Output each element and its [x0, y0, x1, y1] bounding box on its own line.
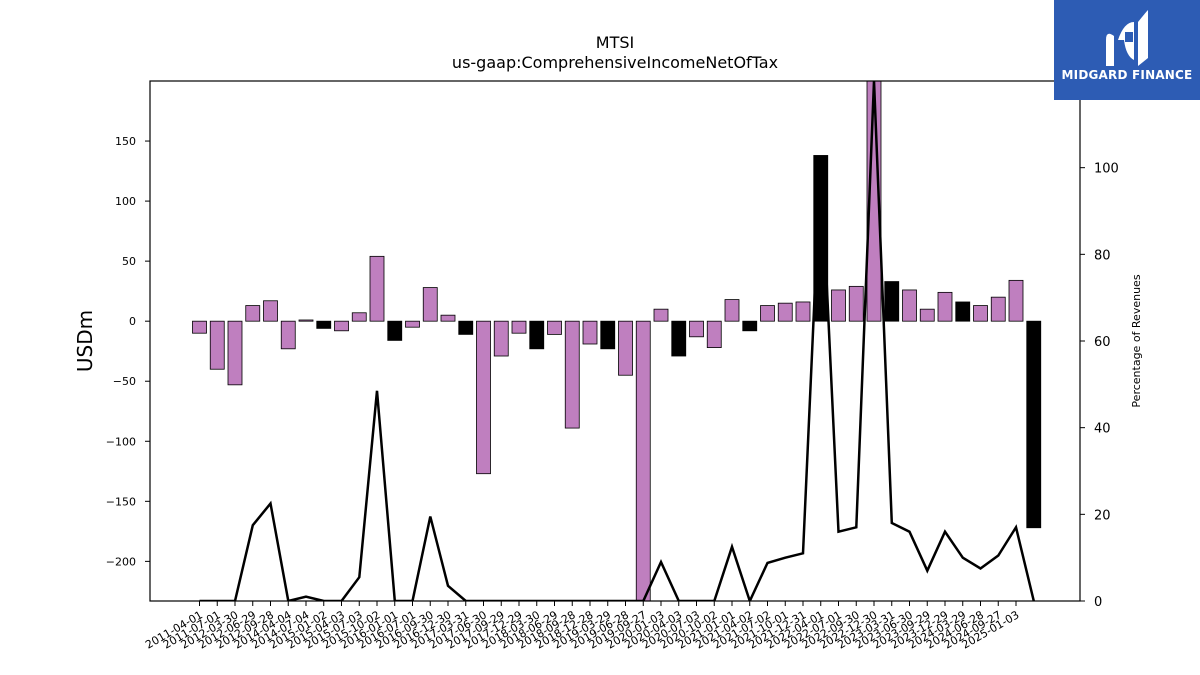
bar: [1008, 279, 1024, 322]
bar: [245, 305, 261, 322]
y2-tick-label: 60: [1094, 335, 1111, 350]
bar: [813, 155, 829, 322]
line-layer: [199, 81, 1036, 601]
bar: [298, 319, 314, 322]
bar: [973, 305, 988, 322]
logo: MIDGARD FINANCE: [1054, 0, 1200, 100]
y2-tick-label: 100: [1094, 162, 1119, 177]
bar: [493, 320, 509, 357]
bar: [564, 320, 580, 429]
bar: [529, 320, 545, 350]
bar: [777, 302, 793, 322]
y-tick-label: 150: [115, 135, 136, 148]
bar: [618, 320, 633, 376]
bar: [742, 320, 758, 332]
bar: [547, 320, 562, 335]
bar: [1026, 320, 1042, 529]
y2-tick-label: 80: [1094, 248, 1111, 263]
bar: [422, 287, 438, 322]
bar: [706, 320, 722, 349]
bar: [671, 320, 687, 357]
bar: [831, 289, 846, 322]
bar: [884, 281, 900, 322]
logo-text: MIDGARD FINANCE: [1061, 68, 1193, 82]
bar: [795, 301, 811, 322]
bar: [990, 296, 1006, 322]
bar: [955, 301, 971, 322]
pct-revenue-line: [199, 81, 1036, 601]
bar: [919, 308, 935, 322]
bars-layer: [192, 81, 1042, 601]
y-tick-label: −150: [106, 495, 136, 508]
logo-mark-icon: [1106, 10, 1148, 66]
bar: [653, 308, 669, 322]
chart-title: MTSI: [596, 33, 634, 52]
bar: [476, 320, 491, 475]
y-tick-label: 50: [122, 255, 136, 268]
bar: [582, 320, 598, 345]
bar: [511, 320, 527, 334]
bar: [369, 255, 385, 322]
bar: [405, 320, 420, 328]
axes-layer: −200−150−100−500501001500204060801002011…: [106, 80, 1119, 652]
bar: [263, 300, 278, 322]
bar: [937, 291, 953, 322]
y-tick-label: 100: [115, 195, 136, 208]
y-tick-label: −100: [106, 435, 136, 448]
bar: [387, 320, 403, 341]
bar: [458, 320, 474, 335]
bar: [192, 320, 207, 334]
bar: [316, 320, 332, 329]
bar: [209, 320, 225, 370]
y2-tick-label: 0: [1094, 595, 1102, 610]
y-tick-label: 0: [129, 315, 136, 328]
y2-tick-label: 20: [1094, 508, 1111, 523]
bar: [635, 320, 651, 601]
bar: [760, 305, 775, 322]
bar: [902, 289, 917, 322]
y2-tick-label: 40: [1094, 422, 1111, 437]
y-axis-label: USDm: [73, 310, 97, 372]
bar: [600, 320, 616, 350]
bar: [440, 314, 456, 322]
bar: [351, 312, 367, 322]
y-tick-label: −200: [106, 555, 136, 568]
bar: [280, 320, 296, 350]
chart-subtitle: us-gaap:ComprehensiveIncomeNetOfTax: [452, 53, 778, 72]
bar: [334, 320, 349, 332]
y-tick-label: −50: [113, 375, 136, 388]
bar: [227, 320, 243, 386]
bar: [848, 285, 864, 322]
bar: [724, 299, 740, 322]
bar: [689, 320, 704, 338]
y2-axis-label: Percentage of Revenues: [1130, 274, 1143, 407]
